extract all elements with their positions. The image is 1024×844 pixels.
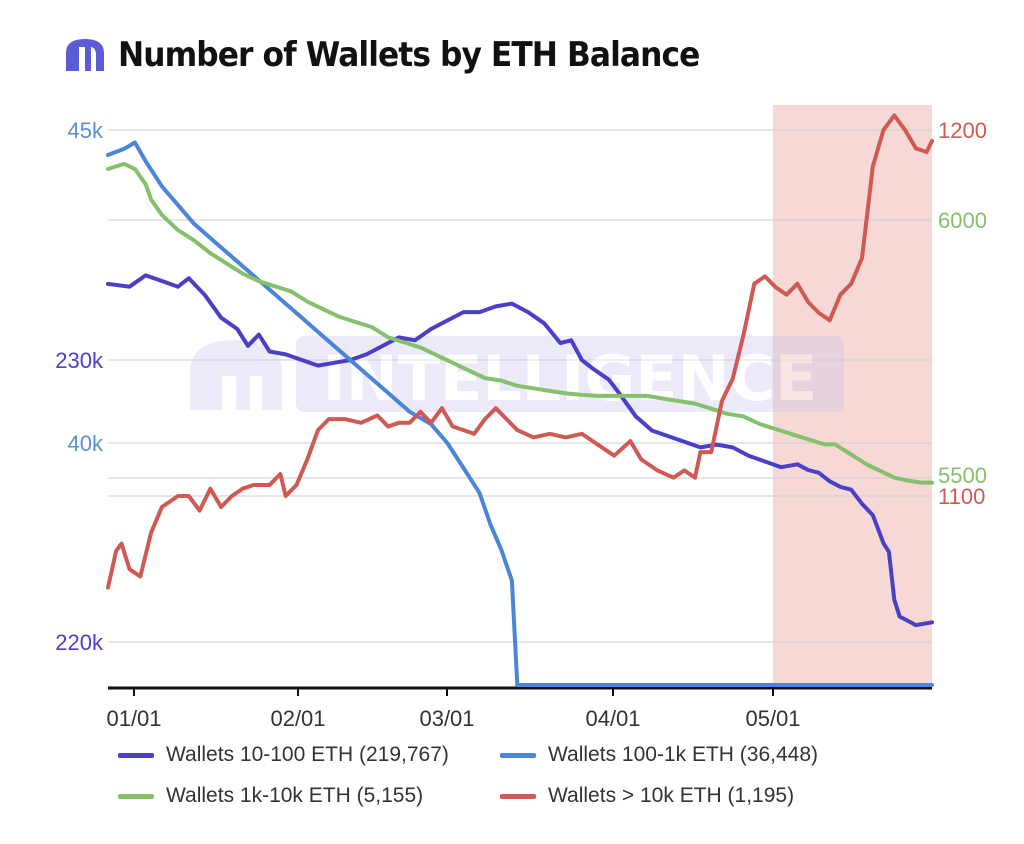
intelligence-logo-icon: [66, 39, 104, 71]
watermark-logo-icon: [190, 340, 282, 410]
left-axis-purple-tick-1: 220k: [55, 630, 104, 655]
highlight-region: [773, 105, 932, 687]
x-tick-label-1: 02/01: [270, 706, 325, 731]
watermark: INTELLIGENCE: [190, 336, 844, 415]
left-axis-purple-tick-0: 230k: [55, 348, 104, 373]
chart-title: Number of Wallets by ETH Balance: [118, 35, 700, 75]
left-axis-blue-tick-0: 45k: [68, 118, 104, 143]
series-line-1: [106, 140, 934, 687]
watermark-text: INTELLIGENCE: [323, 342, 818, 415]
x-tick-label-3: 04/01: [585, 706, 640, 731]
series-line-0: [106, 273, 934, 628]
series-line-2: [106, 161, 934, 485]
left-axis-blue-tick-1: 40k: [68, 431, 104, 456]
right-axis-red-tick-1: 1100: [938, 484, 985, 509]
chart-header: Number of Wallets by ETH Balance: [62, 30, 750, 80]
x-tick-label-4: 05/01: [745, 706, 800, 731]
x-tick-label-2: 03/01: [419, 706, 474, 731]
right-axis-green-tick-1: 5500: [938, 463, 987, 488]
x-tick-label-0: 01/01: [106, 706, 161, 731]
right-axis-red-tick-0: 1200: [938, 118, 987, 143]
right-axis-green-tick-0: 6000: [938, 208, 987, 233]
series-line-3: [106, 113, 934, 590]
